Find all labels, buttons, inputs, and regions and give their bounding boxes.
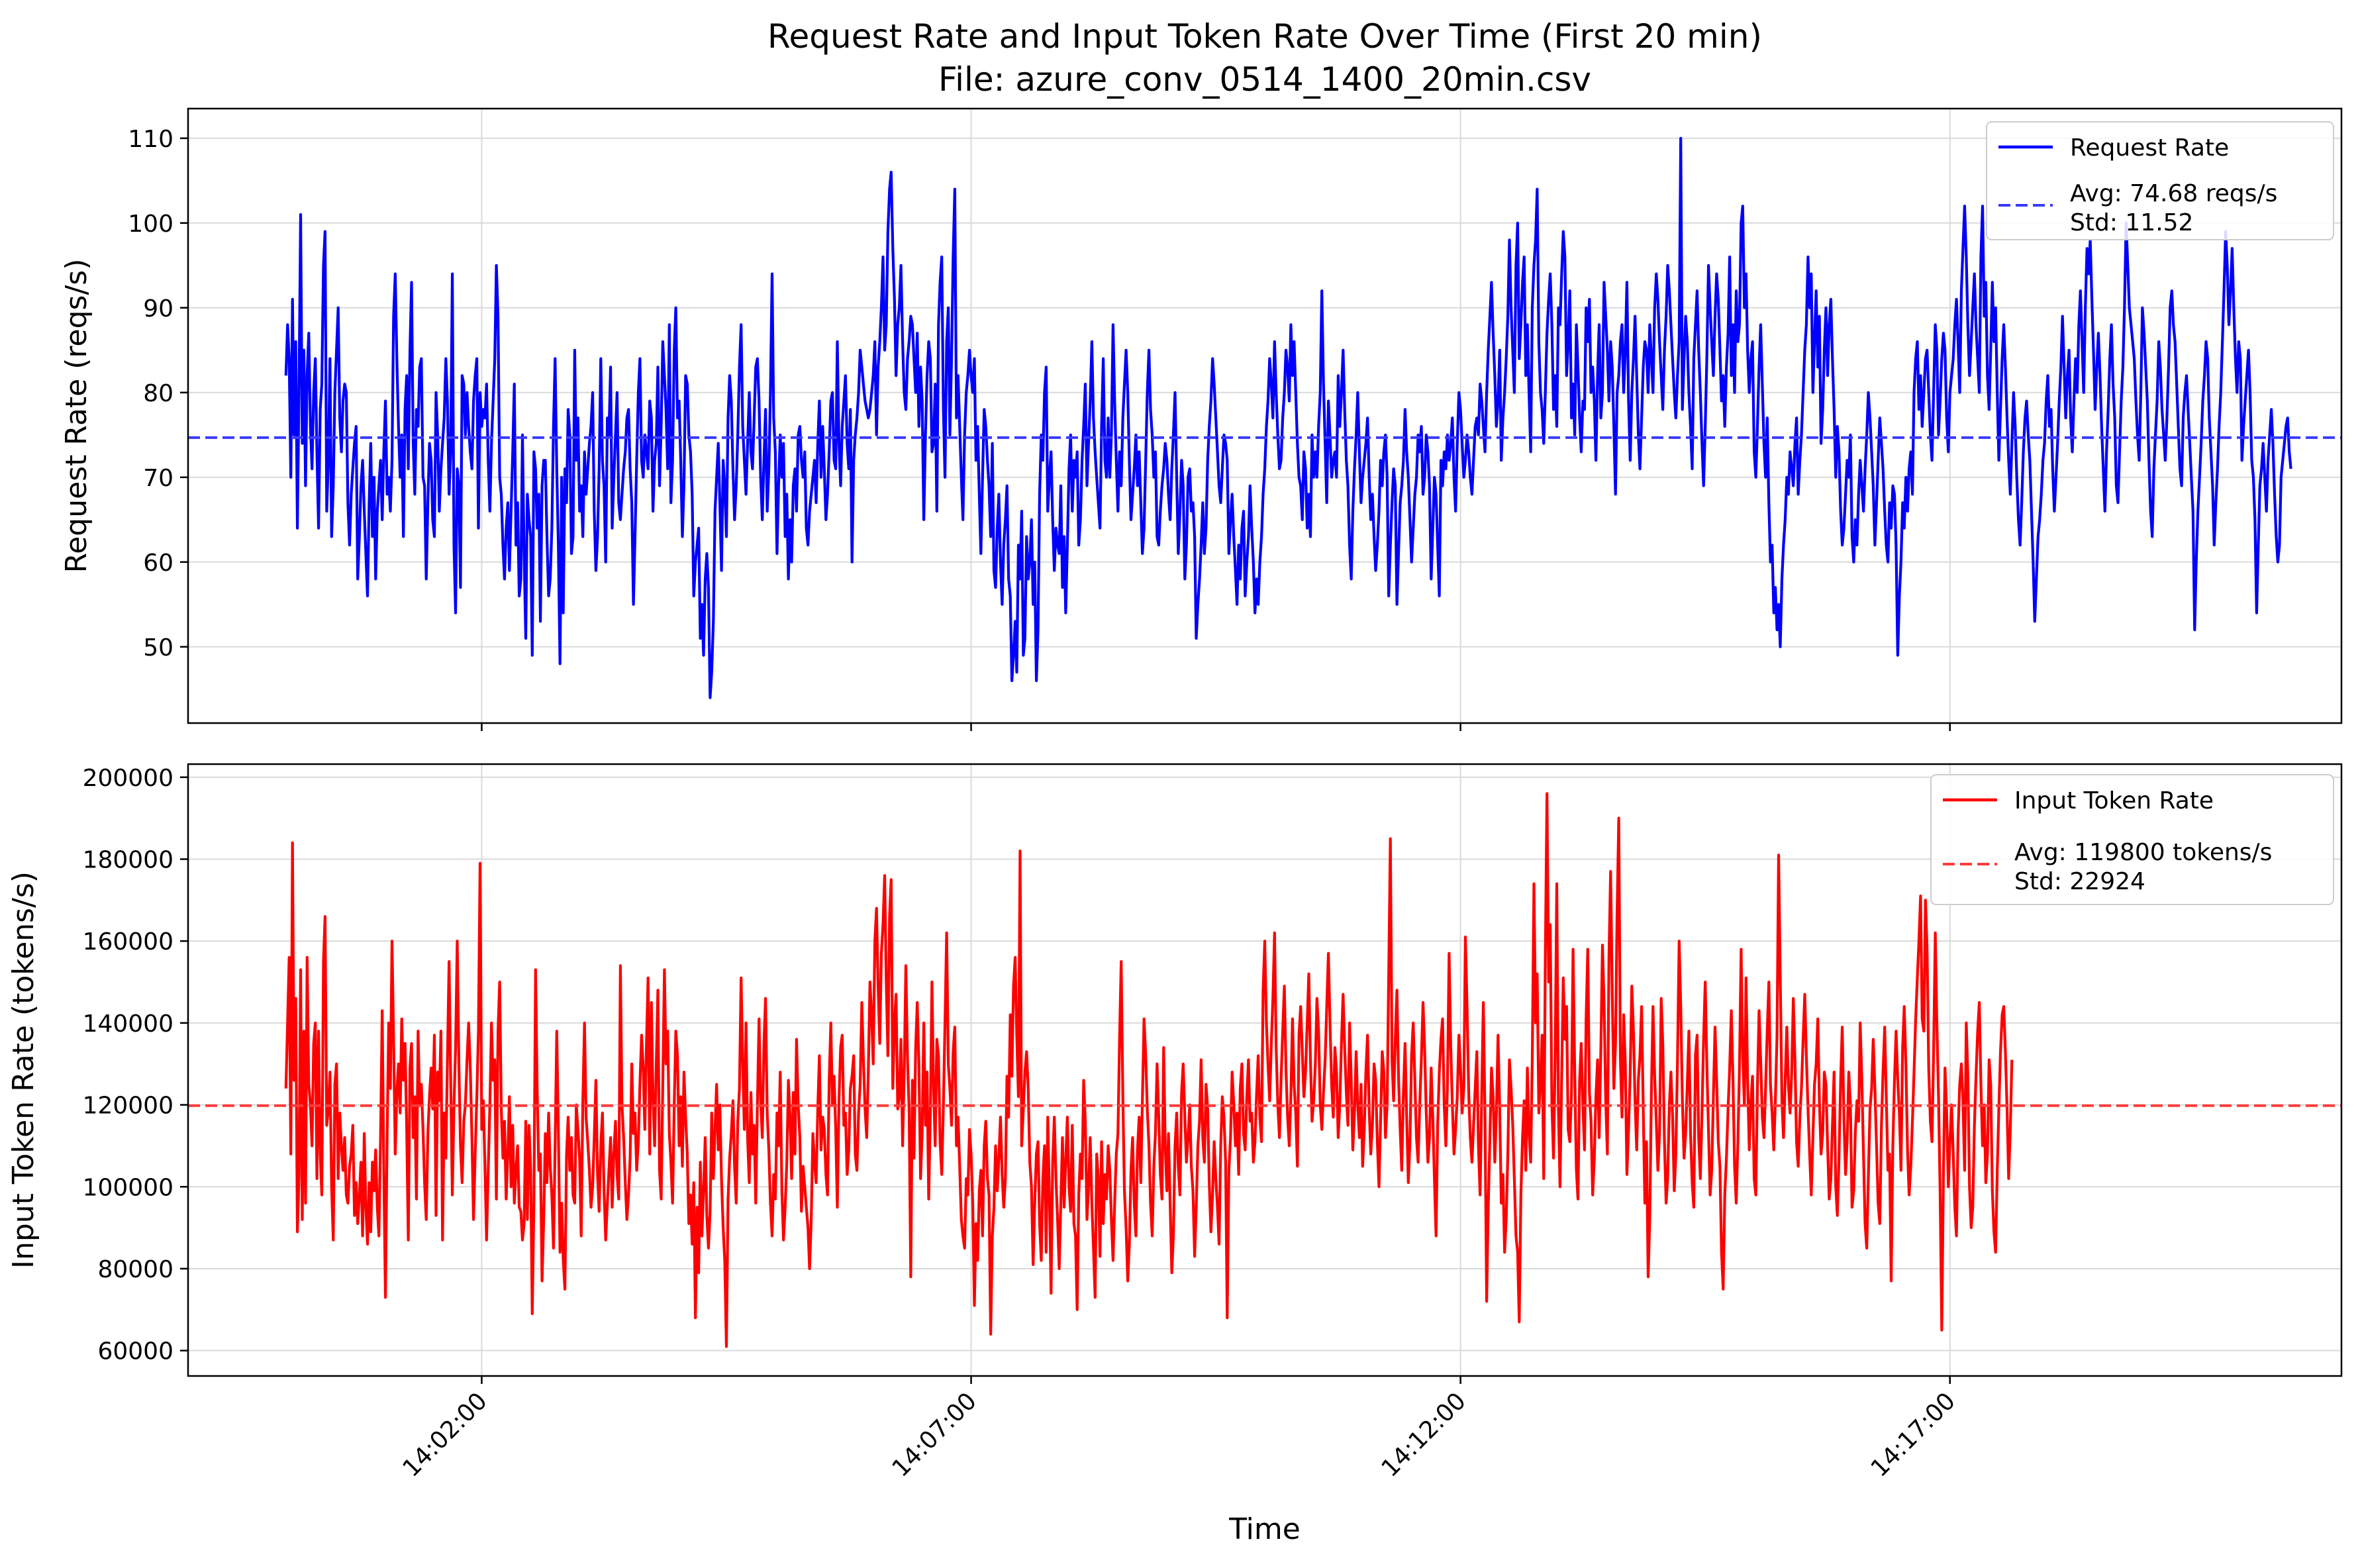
y-axis-label: Request Rate (reqs/s) <box>60 259 93 573</box>
y-tick-label: 200000 <box>83 765 173 792</box>
chart-subtitle: File: azure_conv_0514_1400_20min.csv <box>938 60 1591 99</box>
legend-avg-label: Avg: 74.68 reqs/s <box>2070 180 2277 207</box>
request-rate-panel: 50 60 70 80 90 100 110 Request Rate (reqs/s) Req… <box>60 107 2343 731</box>
legend-avg-label: Avg: 119800 tokens/s <box>2014 839 2272 866</box>
legend-series-label: Input Token Rate <box>2014 787 2214 814</box>
legend-std-label: Std: 11.52 <box>2070 209 2193 236</box>
y-tick-label: 50 <box>143 634 173 662</box>
y-tick-label: 70 <box>143 465 173 492</box>
y-axis-label: Input Token Rate (tokens/s) <box>7 871 40 1269</box>
y-tick-label: 100000 <box>83 1174 173 1201</box>
y-tick-label: 110 <box>128 126 173 153</box>
y-tick-label: 100 <box>128 211 173 238</box>
chart-title: Request Rate and Input Token Rate Over T… <box>767 17 1762 56</box>
y-tick-label: 60 <box>143 550 173 577</box>
y-tick-label: 80000 <box>97 1256 173 1283</box>
y-tick-label: 160000 <box>83 928 173 956</box>
series-line <box>284 136 2292 699</box>
y-tick-label: 90 <box>143 295 173 322</box>
legend: Input Token Rate Avg: 119800 tokens/sStd:… <box>1930 774 2334 905</box>
axes-frame <box>187 107 2343 724</box>
y-tick-label: 140000 <box>83 1010 173 1038</box>
y-tick-label: 180000 <box>83 846 173 873</box>
legend-std-label: Std: 22924 <box>2014 868 2145 895</box>
legend-box <box>1930 774 2334 905</box>
legend-box <box>1986 121 2334 240</box>
x-axis-label: Time <box>1228 1512 1301 1546</box>
legend-series-label: Request Rate <box>2070 134 2229 162</box>
axes-frame <box>187 763 2343 1377</box>
y-tick-label: 80 <box>143 380 173 407</box>
y-tick-label: 120000 <box>83 1093 173 1120</box>
series-line <box>284 792 2014 1348</box>
y-tick-label: 60000 <box>97 1338 173 1365</box>
